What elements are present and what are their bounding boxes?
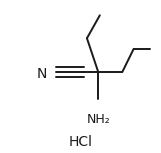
Text: HCl: HCl — [68, 135, 93, 149]
Text: NH₂: NH₂ — [87, 113, 111, 126]
Text: N: N — [37, 67, 47, 81]
